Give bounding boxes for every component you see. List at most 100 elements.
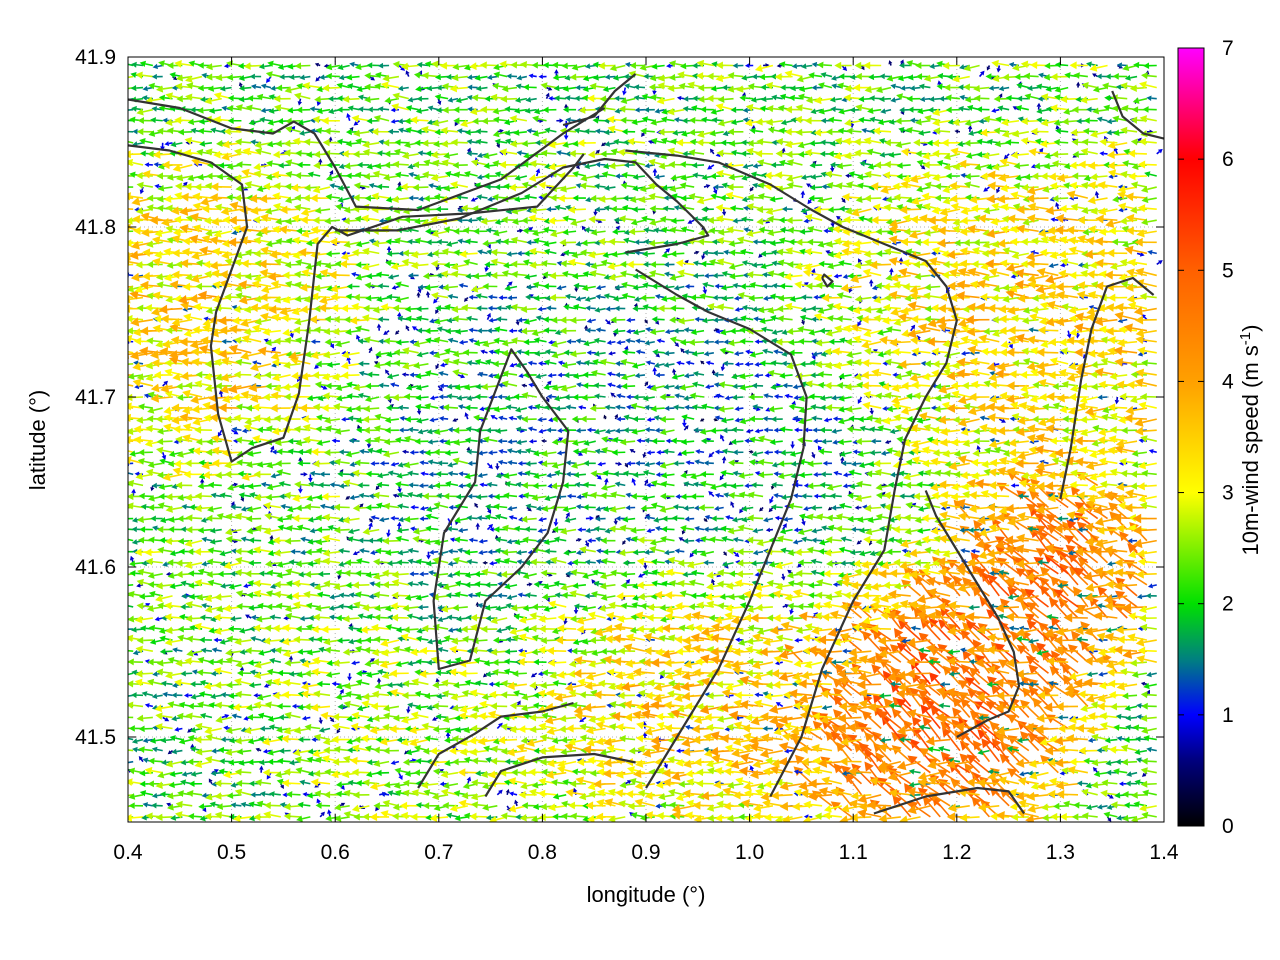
wind-arrow-shaft — [1131, 717, 1137, 718]
wind-arrow-head — [249, 815, 255, 821]
wind-arrow-shaft — [1110, 740, 1117, 741]
wind-arrow-head — [579, 723, 586, 730]
wind-arrow-head — [188, 813, 194, 820]
wind-arrow — [350, 757, 369, 765]
wind-arrow — [640, 702, 664, 712]
wind-arrow-head — [1125, 725, 1131, 731]
wind-arrow — [1093, 767, 1098, 773]
wind-arrow-shaft — [1119, 771, 1127, 772]
wind-arrow — [570, 813, 586, 820]
wind-arrow-head — [191, 771, 197, 777]
wind-arrow-head — [691, 725, 699, 734]
wind-arrow-head — [1067, 766, 1076, 775]
wind-arrow-shaft — [350, 704, 360, 706]
wind-arrow-head — [155, 712, 162, 719]
wind-arrow-shaft — [1079, 805, 1087, 806]
wind-arrow-shaft — [1146, 806, 1157, 808]
wind-arrow-shaft — [1098, 737, 1108, 739]
wind-arrow-shaft — [966, 793, 980, 795]
wind-arrow-shaft — [174, 784, 182, 785]
wind-arrow-head — [347, 747, 353, 753]
wind-arrow-head — [440, 781, 445, 786]
wind-arrow-shaft — [132, 817, 143, 818]
wind-arrow-head — [143, 738, 148, 743]
wind-arrow-shaft — [886, 762, 901, 766]
wind-arrow-head — [803, 801, 811, 809]
wind-arrow-shaft — [259, 750, 261, 751]
wind-arrow-head — [121, 702, 127, 708]
wind-arrow-head — [626, 790, 634, 798]
wind-arrow — [169, 771, 182, 777]
wind-arrow-shaft — [232, 729, 241, 731]
wind-arrow-shaft — [933, 749, 940, 750]
wind-arrow-head — [397, 737, 403, 743]
wind-arrow-head — [629, 747, 636, 754]
wind-arrow — [471, 757, 487, 764]
wind-arrow-head — [145, 703, 150, 708]
wind-arrow-head — [116, 803, 123, 810]
wind-arrow — [231, 714, 241, 719]
wind-arrow-shaft — [302, 771, 311, 773]
wind-arrow-head — [547, 745, 555, 753]
wind-arrow-head — [394, 768, 401, 775]
wind-arrow — [228, 759, 241, 765]
wind-arrow-head — [125, 778, 133, 786]
wind-arrow-head — [143, 758, 149, 763]
wind-arrow-head — [520, 814, 527, 821]
wind-arrow-head — [137, 715, 144, 722]
wind-arrow-shaft — [894, 706, 901, 707]
wind-arrow — [191, 771, 203, 777]
wind-arrow-shaft — [885, 740, 891, 741]
wind-arrow — [1140, 715, 1156, 722]
wind-arrow-head — [990, 812, 998, 820]
wind-arrow — [1091, 759, 1107, 766]
wind-arrow — [443, 782, 458, 789]
wind-arrow-head — [1114, 792, 1120, 798]
wind-arrow-head — [566, 724, 574, 732]
wind-arrow-shaft — [128, 762, 133, 763]
wind-arrow-head — [693, 801, 701, 810]
wind-arrow-shaft — [457, 806, 468, 808]
wind-arrow-shaft — [1065, 750, 1078, 751]
wind-arrow — [471, 793, 488, 800]
wind-arrow-head — [762, 726, 767, 732]
wind-arrow-head — [1087, 726, 1095, 735]
wind-arrow-head — [559, 715, 566, 722]
wind-arrow-head — [129, 802, 135, 809]
wind-arrow-head — [393, 715, 400, 722]
wind-arrow-shaft — [137, 740, 143, 741]
wind-arrow-head — [568, 802, 575, 810]
wind-arrow-shaft — [577, 816, 586, 817]
wind-arrow-head — [669, 802, 676, 809]
wind-arrow — [269, 791, 281, 797]
wind-arrow-head — [282, 792, 286, 797]
wind-arrow-head — [1133, 724, 1139, 731]
wind-arrow-head — [706, 724, 713, 732]
wind-arrow — [282, 779, 301, 787]
wind-arrow-head — [565, 789, 573, 797]
wind-arrow-head — [152, 793, 157, 799]
wind-arrow-shaft — [693, 716, 704, 717]
wind-arrow — [400, 802, 419, 810]
wind-arrow-head — [540, 803, 547, 810]
wind-arrow — [616, 723, 635, 731]
wind-arrow — [139, 756, 143, 762]
wind-arrow-shaft — [748, 758, 763, 762]
wind-arrow — [380, 792, 389, 797]
wind-arrow-head — [152, 747, 158, 753]
wind-arrow — [277, 703, 291, 710]
wind-arrow — [244, 727, 261, 734]
wind-arrow-shaft — [1130, 805, 1137, 806]
wind-arrow — [129, 802, 143, 809]
wind-arrow-head — [719, 703, 728, 713]
wind-arrow-shaft — [1100, 773, 1108, 774]
wind-arrow-shaft — [478, 706, 487, 708]
wind-arrow-head — [925, 736, 934, 746]
wind-arrow-shaft — [141, 759, 143, 761]
wind-arrow-head — [218, 768, 224, 774]
wind-arrow-head — [824, 805, 832, 813]
wind-arrow-shaft — [953, 761, 959, 762]
wind-arrow-shaft — [1106, 716, 1117, 717]
wind-arrow-head — [289, 760, 295, 766]
wind-arrow-head — [313, 770, 320, 777]
